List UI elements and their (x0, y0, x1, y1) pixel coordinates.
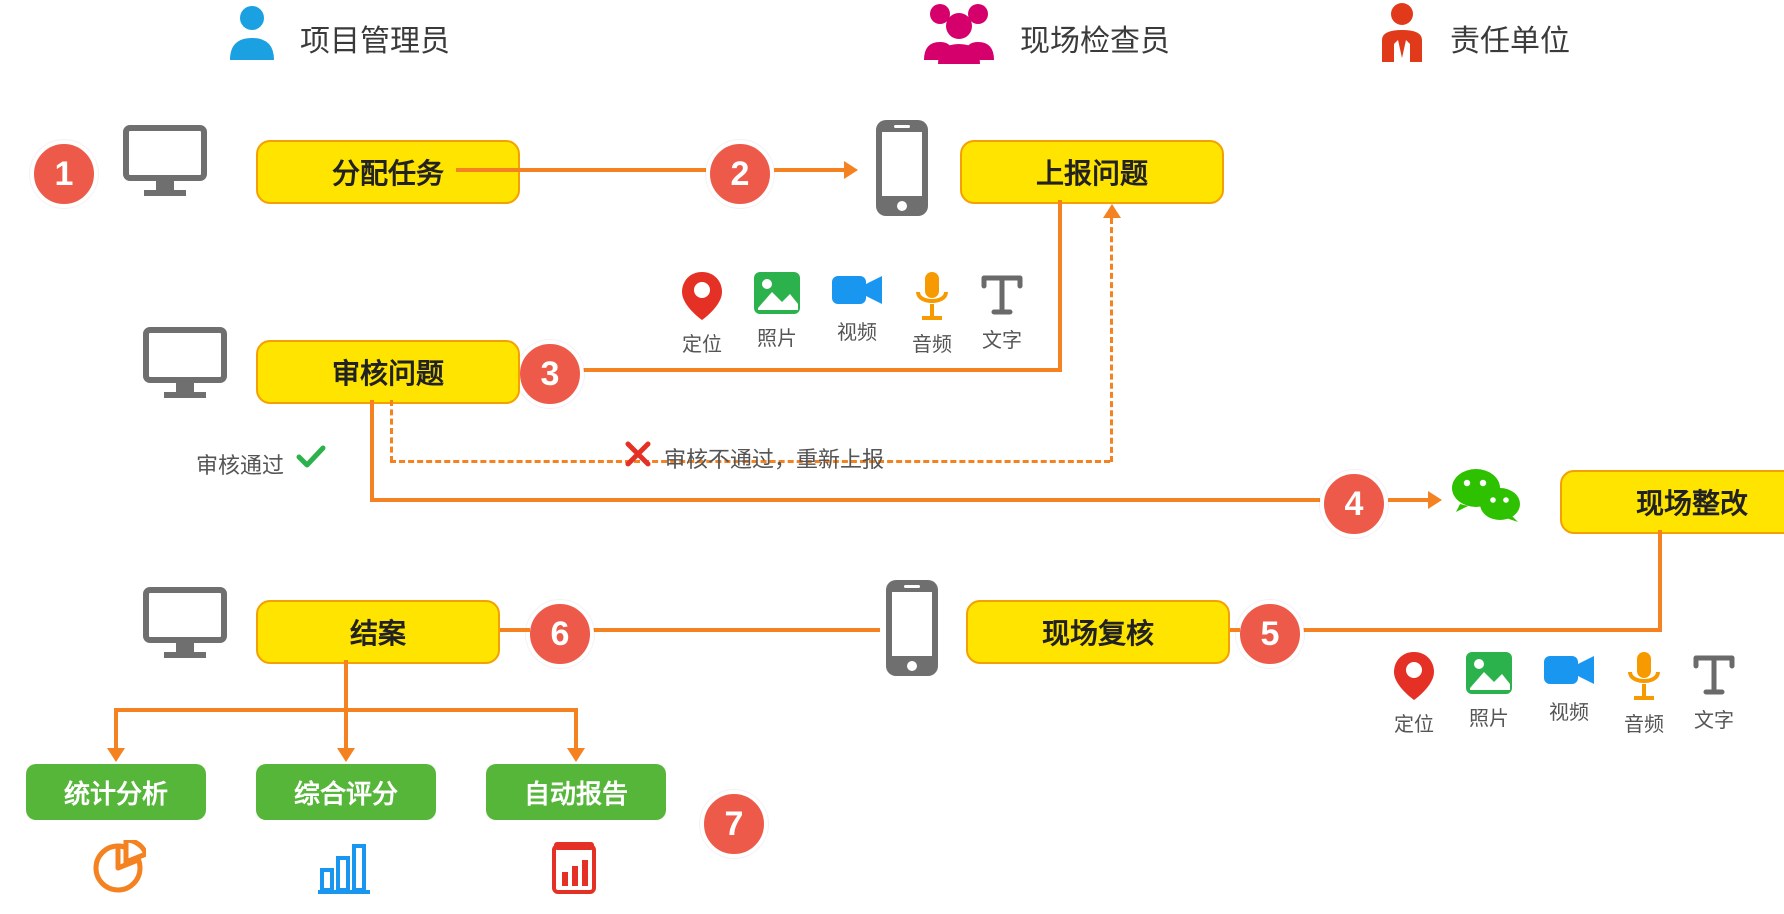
phone-icon (880, 576, 944, 685)
media-photo: 照片 (752, 270, 802, 357)
step-6-pill: 结案 (256, 600, 500, 664)
result-stats-label: 统计分析 (64, 774, 168, 811)
step-1-label: 分配任务 (332, 152, 444, 192)
step-4-label: 现场整改 (1636, 482, 1748, 522)
media-location-label: 定位 (682, 328, 722, 357)
media-video-label: 视频 (837, 316, 877, 345)
step-2-label: 上报问题 (1036, 152, 1148, 192)
role-unit-icon (1370, 0, 1434, 69)
media-text: 文字 (980, 270, 1024, 357)
step-3-number: 3 (541, 355, 560, 394)
approve-note: 审核通过 (196, 448, 284, 480)
step-5-badge: 5 (1236, 600, 1304, 668)
media-audio: 音频 (912, 270, 952, 357)
result-report-label: 自动报告 (524, 774, 628, 811)
approve-check-icon (296, 444, 326, 475)
media-photo-label: 照片 (757, 322, 797, 351)
step-7-badge: 7 (700, 790, 768, 858)
wechat-icon (1450, 464, 1522, 533)
result-score-label: 综合评分 (294, 774, 398, 811)
step-6-number: 6 (551, 615, 570, 654)
role-inspector-label: 现场检查员 (1020, 16, 1170, 60)
pie-chart-icon (90, 840, 146, 901)
media-set-2: 定位 照片 视频 音频 文字 (1392, 650, 1736, 737)
step-1-pill: 分配任务 (256, 140, 520, 204)
report-icon (548, 840, 600, 901)
media-video: 视频 (1542, 650, 1596, 737)
media-video: 视频 (830, 270, 884, 357)
workflow-diagram: 项目管理员 现场检查员 责任单位 1 分配任务 2 上报问题 定位 (0, 0, 1784, 914)
step-2-number: 2 (731, 155, 750, 194)
step-6-label: 结案 (350, 612, 406, 652)
monitor-icon (140, 584, 230, 669)
monitor-icon (120, 122, 210, 207)
reject-note: 审核不通过，重新上报 (664, 442, 884, 474)
monitor-icon (140, 324, 230, 409)
step-4-badge: 4 (1320, 470, 1388, 538)
step-6-badge: 6 (526, 600, 594, 668)
step-4-pill: 现场整改 (1560, 470, 1784, 534)
step-2-pill: 上报问题 (960, 140, 1224, 204)
media-text-label: 文字 (982, 324, 1022, 353)
role-unit-label: 责任单位 (1450, 16, 1570, 60)
role-inspector-icon (920, 0, 998, 69)
role-admin-label: 项目管理员 (300, 16, 450, 60)
step-5-label: 现场复核 (1042, 612, 1154, 652)
result-score-pill: 综合评分 (256, 764, 436, 820)
media-audio-label: 音频 (912, 328, 952, 357)
media-set-1: 定位 照片 视频 音频 文字 (680, 270, 1024, 357)
media-audio: 音频 (1624, 650, 1664, 737)
step-3-badge: 3 (516, 340, 584, 408)
media-text: 文字 (1692, 650, 1736, 737)
step-5-number: 5 (1261, 615, 1280, 654)
step-3-pill: 审核问题 (256, 340, 520, 404)
step-4-number: 4 (1345, 485, 1364, 524)
result-report-pill: 自动报告 (486, 764, 666, 820)
step-5-pill: 现场复核 (966, 600, 1230, 664)
step-2-badge: 2 (706, 140, 774, 208)
step-3-label: 审核问题 (332, 352, 444, 392)
media-photo: 照片 (1464, 650, 1514, 737)
phone-icon (870, 116, 934, 225)
step-1-number: 1 (55, 155, 74, 194)
media-location: 定位 (680, 270, 724, 357)
reject-x-icon (624, 440, 652, 473)
step-1-badge: 1 (30, 140, 98, 208)
result-stats-pill: 统计分析 (26, 764, 206, 820)
role-admin-icon (220, 0, 284, 69)
bar-chart-icon (316, 840, 376, 901)
step-7-number: 7 (725, 805, 744, 844)
media-location: 定位 (1392, 650, 1436, 737)
